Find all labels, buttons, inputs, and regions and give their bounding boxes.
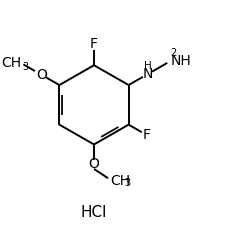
Text: O: O (36, 68, 47, 82)
Text: H: H (144, 61, 152, 71)
Text: O: O (89, 157, 99, 171)
Text: NH: NH (170, 54, 191, 68)
Text: F: F (143, 128, 151, 142)
Text: CH: CH (110, 174, 131, 188)
Text: N: N (143, 67, 153, 81)
Text: 3: 3 (125, 178, 131, 188)
Text: CH: CH (1, 56, 21, 70)
Text: 3: 3 (23, 62, 29, 72)
Text: F: F (90, 37, 98, 51)
Text: HCl: HCl (81, 205, 107, 219)
Text: 2: 2 (170, 48, 176, 58)
